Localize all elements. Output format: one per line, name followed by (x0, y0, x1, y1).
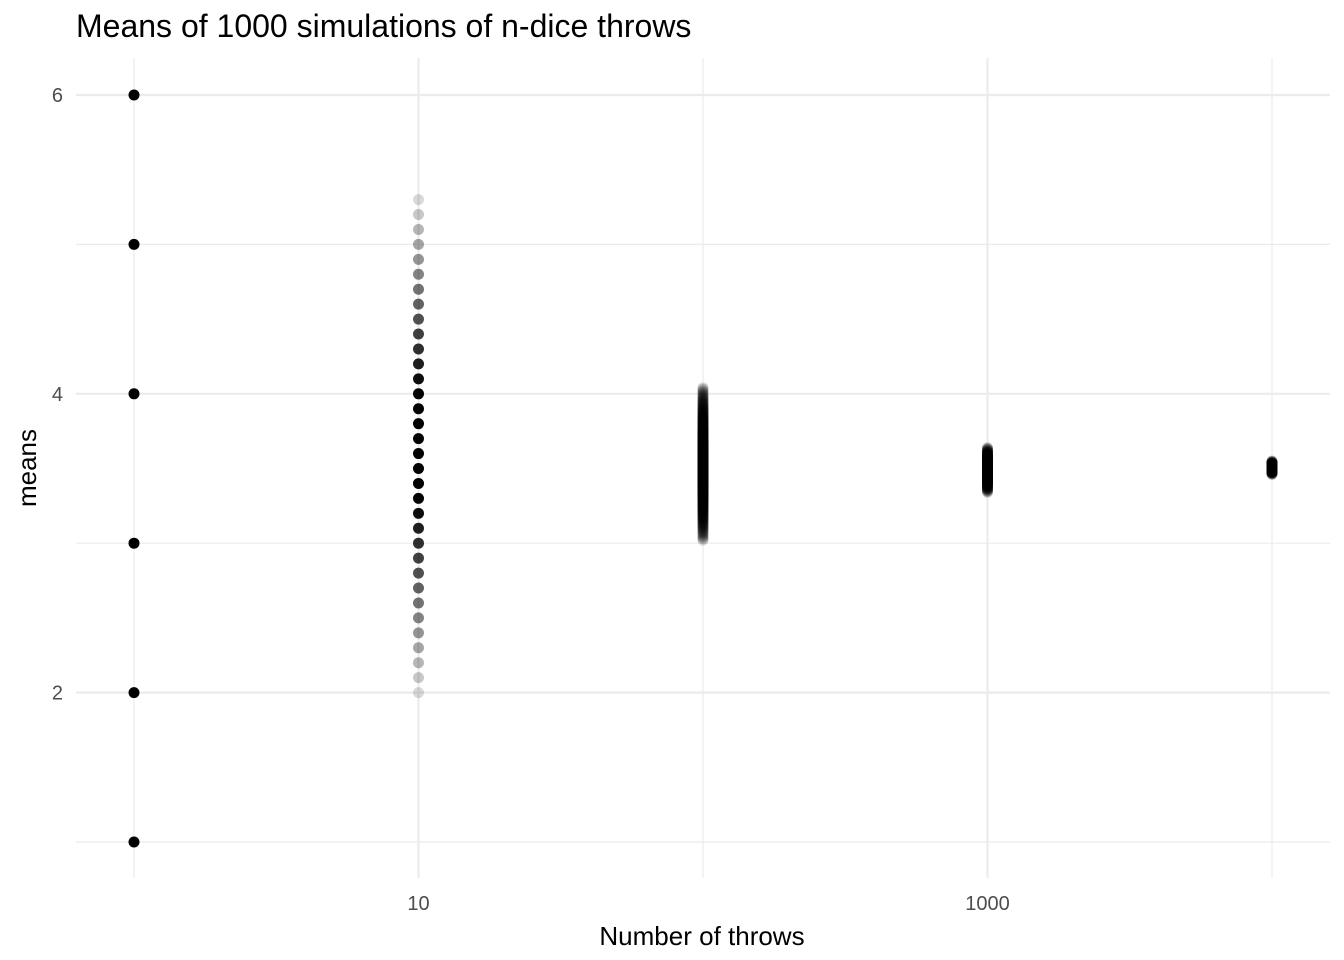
data-point (413, 358, 424, 370)
data-point (413, 687, 424, 699)
data-point (697, 407, 709, 419)
data-point (697, 397, 709, 409)
data-point (697, 391, 709, 403)
data-point (413, 627, 424, 639)
data-point (697, 403, 709, 415)
data-point (697, 534, 709, 546)
data-point (1266, 457, 1278, 469)
x-tick-label: 1000 (965, 893, 1010, 915)
data-point (697, 400, 709, 412)
data-point (982, 442, 993, 454)
data-point (697, 385, 709, 397)
data-point (697, 394, 709, 406)
y-tick-label: 4 (52, 384, 63, 406)
data-point (697, 404, 709, 416)
data-point (413, 522, 424, 534)
data-point (697, 528, 709, 540)
data-point (697, 406, 709, 418)
data-point (413, 388, 424, 400)
data-point (128, 687, 140, 699)
data-point (413, 433, 424, 445)
chart-title: Means of 1000 simulations of n-dice thro… (76, 8, 692, 44)
data-point (697, 389, 709, 401)
data-point (413, 463, 424, 474)
data-point (697, 530, 709, 542)
data-point (413, 223, 424, 235)
data-point (697, 522, 709, 534)
data-point (413, 672, 424, 684)
data-point (128, 238, 140, 250)
data-point (1266, 457, 1278, 469)
data-point (982, 449, 993, 461)
data-point (1266, 455, 1278, 467)
data-point (697, 388, 709, 400)
data-point (413, 194, 424, 206)
data-point (413, 612, 424, 624)
data-point (982, 443, 993, 455)
data-point (1266, 455, 1278, 467)
data-point (128, 89, 140, 101)
data-point (697, 392, 709, 404)
data-point (413, 657, 424, 669)
data-points (128, 89, 1278, 848)
data-point (413, 582, 424, 594)
data-point (413, 567, 424, 579)
data-point (413, 597, 424, 609)
data-point (413, 373, 424, 385)
data-point (697, 401, 709, 413)
data-point (982, 442, 993, 454)
data-point (413, 642, 424, 654)
y-axis-title: means (12, 429, 42, 507)
data-point (697, 525, 709, 537)
data-point (982, 446, 993, 458)
data-point (697, 386, 709, 398)
x-axis-tick-labels: 10 1000 (407, 893, 1009, 915)
data-point (413, 448, 424, 460)
y-tick-label: 2 (52, 683, 63, 705)
data-point (697, 518, 709, 530)
x-axis-title: Number of throws (599, 921, 804, 951)
data-point (697, 524, 709, 536)
data-point (413, 477, 424, 489)
data-point (413, 209, 424, 221)
data-point (982, 444, 993, 456)
data-point (413, 507, 424, 519)
y-axis-tick-labels: 2 4 6 (52, 85, 63, 705)
data-point (982, 447, 993, 459)
data-point (413, 328, 424, 340)
data-point (413, 268, 424, 280)
data-point (413, 552, 424, 564)
data-point (413, 238, 424, 250)
data-point (413, 537, 424, 549)
data-point (697, 531, 709, 543)
data-point (128, 537, 140, 549)
x-tick-label: 10 (407, 893, 429, 915)
data-point (697, 533, 709, 545)
data-point (1266, 456, 1278, 468)
data-point (697, 382, 709, 394)
data-point (697, 395, 709, 407)
data-point (413, 343, 424, 355)
data-point (697, 519, 709, 531)
data-point (982, 448, 993, 460)
data-point (982, 448, 993, 460)
data-point (128, 388, 140, 400)
data-point (697, 521, 709, 533)
data-point (413, 492, 424, 504)
data-point (413, 283, 424, 295)
data-point (697, 527, 709, 539)
data-point (1266, 456, 1278, 468)
data-point (982, 445, 993, 457)
data-point (413, 418, 424, 430)
data-point (413, 298, 424, 310)
data-point (413, 403, 424, 415)
data-point (982, 445, 993, 457)
data-point (413, 253, 424, 265)
data-point (697, 398, 709, 410)
data-point (697, 383, 709, 395)
data-point (128, 836, 140, 848)
data-point (413, 313, 424, 325)
y-tick-label: 6 (52, 85, 63, 107)
